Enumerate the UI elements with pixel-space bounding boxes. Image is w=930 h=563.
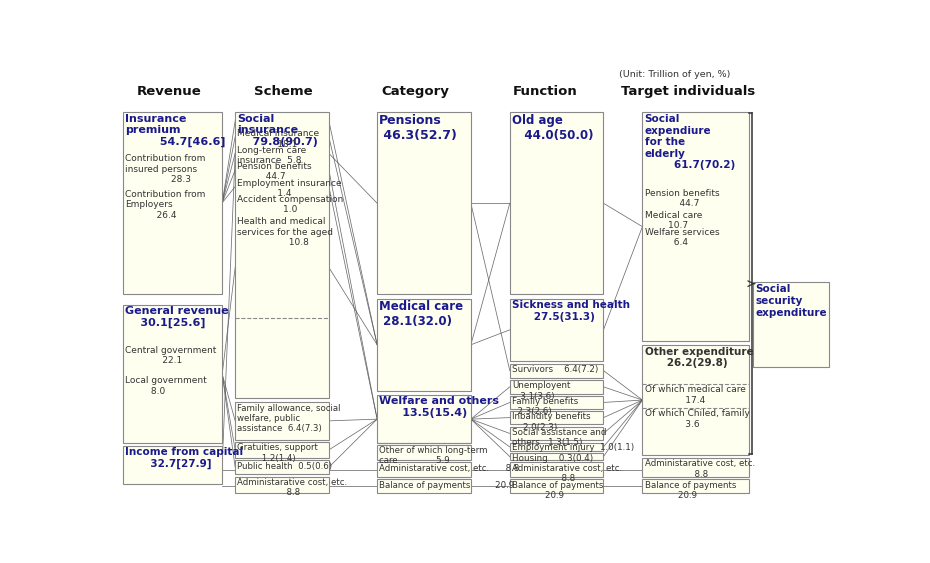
Text: Family allowance, social
welfare, public
assistance  6.4(7.3): Family allowance, social welfare, public… <box>237 404 340 434</box>
FancyBboxPatch shape <box>123 305 222 444</box>
Text: Of which medical care
              17.4: Of which medical care 17.4 <box>644 385 746 405</box>
Text: Pensions
 46.3(52.7): Pensions 46.3(52.7) <box>379 114 458 142</box>
Text: Function: Function <box>512 85 578 98</box>
Text: Pension benefits
            44.7: Pension benefits 44.7 <box>644 189 719 208</box>
FancyBboxPatch shape <box>378 395 471 444</box>
FancyBboxPatch shape <box>510 364 604 378</box>
FancyBboxPatch shape <box>510 412 604 424</box>
FancyBboxPatch shape <box>378 298 471 391</box>
FancyBboxPatch shape <box>378 445 471 460</box>
Text: Balance of payments
            20.9: Balance of payments 20.9 <box>644 481 736 500</box>
Text: Of which Chiled, family
              3.6: Of which Chiled, family 3.6 <box>644 409 750 428</box>
Text: Contribution from
insured persons
                28.3: Contribution from insured persons 28.3 <box>125 154 206 184</box>
Text: General revenue
    30.1[25.6]: General revenue 30.1[25.6] <box>125 306 229 328</box>
Text: Social assistance and
others   1.3(1.5): Social assistance and others 1.3(1.5) <box>512 428 606 447</box>
Text: Welfare services
          6.4: Welfare services 6.4 <box>644 228 719 247</box>
Text: Pension benefits
          44.7: Pension benefits 44.7 <box>237 162 312 181</box>
Text: Balance of payments         20.9: Balance of payments 20.9 <box>379 481 514 490</box>
Text: Inbalidity benefits
    2.0(2.3): Inbalidity benefits 2.0(2.3) <box>512 412 591 432</box>
FancyBboxPatch shape <box>643 480 749 493</box>
Text: Long-term care
insurance  5.8: Long-term care insurance 5.8 <box>237 146 307 165</box>
Text: Social
expendiure
for the
elderly
        61.7(70.2): Social expendiure for the elderly 61.7(7… <box>644 114 735 171</box>
FancyBboxPatch shape <box>123 446 222 484</box>
Text: Insurance
premium
         54.7[46.6]: Insurance premium 54.7[46.6] <box>125 114 225 147</box>
Text: Family benefits
  2.3(2.6): Family benefits 2.3(2.6) <box>512 397 578 417</box>
Text: Social
security
expenditure: Social security expenditure <box>755 284 827 318</box>
FancyBboxPatch shape <box>643 458 749 477</box>
Text: Sickness and health
      27.5(31.3): Sickness and health 27.5(31.3) <box>512 300 630 321</box>
Text: Administarative cost, etc.
                  8.8: Administarative cost, etc. 8.8 <box>237 478 348 498</box>
FancyBboxPatch shape <box>510 396 604 409</box>
FancyBboxPatch shape <box>510 453 604 460</box>
FancyBboxPatch shape <box>510 112 604 294</box>
Text: Central government
             22.1: Central government 22.1 <box>125 346 217 365</box>
Text: Employment insurance
              1.4: Employment insurance 1.4 <box>237 179 342 198</box>
Text: Target individuals: Target individuals <box>620 85 755 98</box>
Text: Accident compensation
                1.0: Accident compensation 1.0 <box>237 195 343 215</box>
FancyBboxPatch shape <box>123 112 222 294</box>
Text: Medical insurance
              18.1: Medical insurance 18.1 <box>237 129 320 149</box>
Text: Welfare and others
      13.5(15.4): Welfare and others 13.5(15.4) <box>379 396 499 418</box>
Text: Contribution from
Employers
           26.4: Contribution from Employers 26.4 <box>125 190 206 220</box>
FancyBboxPatch shape <box>510 480 604 493</box>
FancyBboxPatch shape <box>510 443 604 451</box>
Text: Income from capital
       32.7[27.9]: Income from capital 32.7[27.9] <box>125 448 243 469</box>
FancyBboxPatch shape <box>378 462 471 477</box>
FancyBboxPatch shape <box>378 112 471 294</box>
FancyBboxPatch shape <box>510 298 604 361</box>
FancyBboxPatch shape <box>510 462 604 477</box>
FancyBboxPatch shape <box>510 380 604 394</box>
Text: Public health  0.5(0.6): Public health 0.5(0.6) <box>237 462 332 471</box>
Text: Local government
         8.0: Local government 8.0 <box>125 376 206 396</box>
Text: Employment injury  1.0(1.1): Employment injury 1.0(1.1) <box>512 444 634 453</box>
Text: Administarative cost, etc.
                  8.8: Administarative cost, etc. 8.8 <box>512 464 622 483</box>
FancyBboxPatch shape <box>235 477 329 493</box>
FancyBboxPatch shape <box>235 112 329 399</box>
Text: (Unit: Trillion of yen, %): (Unit: Trillion of yen, %) <box>619 70 731 79</box>
Text: Other of which long-term
care              5.9: Other of which long-term care 5.9 <box>379 446 488 466</box>
FancyBboxPatch shape <box>235 461 329 474</box>
Text: Scheme: Scheme <box>254 85 312 98</box>
Text: Social
insurance
    79.8(90.7): Social insurance 79.8(90.7) <box>237 114 318 147</box>
Text: Revenue: Revenue <box>138 85 202 98</box>
Text: Administarative cost, etc.
                  8.8: Administarative cost, etc. 8.8 <box>644 459 754 479</box>
Text: Medical care
        10.7: Medical care 10.7 <box>644 211 702 230</box>
Text: Medical care
 28.1(32.0): Medical care 28.1(32.0) <box>379 300 463 328</box>
Text: Unemployent
   3.1(3.6): Unemployent 3.1(3.6) <box>512 381 570 401</box>
FancyBboxPatch shape <box>643 346 749 455</box>
FancyBboxPatch shape <box>235 402 329 440</box>
FancyBboxPatch shape <box>235 442 329 458</box>
FancyBboxPatch shape <box>643 112 749 341</box>
FancyBboxPatch shape <box>378 480 471 493</box>
FancyBboxPatch shape <box>510 427 604 440</box>
Text: Survivors    6.4(7.2): Survivors 6.4(7.2) <box>512 364 598 373</box>
Text: Gratuities, support
         1.2(1.4): Gratuities, support 1.2(1.4) <box>237 444 318 463</box>
Text: Old age
   44.0(50.0): Old age 44.0(50.0) <box>512 114 593 142</box>
FancyBboxPatch shape <box>753 282 829 367</box>
Text: Administarative cost, etc.      8.8: Administarative cost, etc. 8.8 <box>379 464 520 473</box>
Text: Health and medical
services for the aged
                  10.8: Health and medical services for the aged… <box>237 217 333 247</box>
Text: Category: Category <box>381 85 449 98</box>
Text: Other expenditure
      26.2(29.8): Other expenditure 26.2(29.8) <box>644 347 753 368</box>
Text: Balance of payments
            20.9: Balance of payments 20.9 <box>512 481 604 500</box>
Text: Housing    0.3(0.4): Housing 0.3(0.4) <box>512 454 593 463</box>
